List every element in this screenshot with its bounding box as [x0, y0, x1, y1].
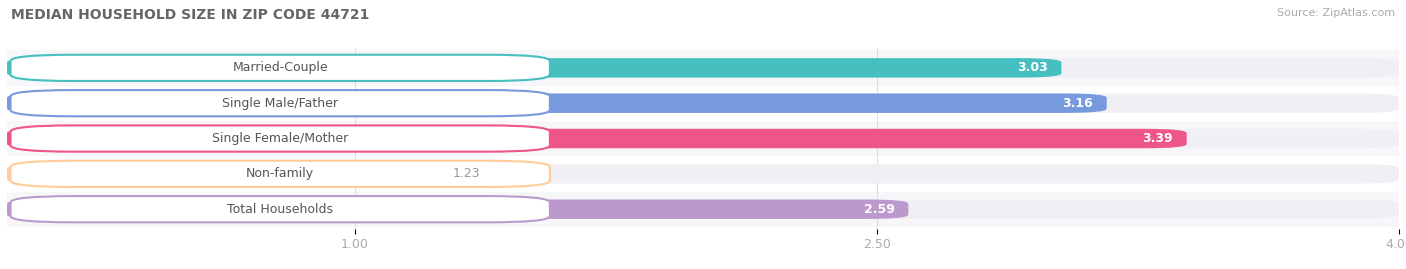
Text: 3.16: 3.16 [1062, 97, 1092, 110]
Text: Non-family: Non-family [246, 167, 315, 180]
Text: MEDIAN HOUSEHOLD SIZE IN ZIP CODE 44721: MEDIAN HOUSEHOLD SIZE IN ZIP CODE 44721 [11, 8, 370, 22]
FancyBboxPatch shape [7, 121, 1399, 156]
FancyBboxPatch shape [7, 58, 1399, 77]
FancyBboxPatch shape [7, 164, 1399, 183]
FancyBboxPatch shape [7, 200, 1399, 219]
FancyBboxPatch shape [7, 129, 1399, 148]
FancyBboxPatch shape [10, 55, 550, 81]
FancyBboxPatch shape [7, 94, 1399, 113]
Text: 3.39: 3.39 [1142, 132, 1173, 145]
FancyBboxPatch shape [10, 196, 550, 222]
FancyBboxPatch shape [7, 156, 1399, 192]
FancyBboxPatch shape [7, 86, 1399, 121]
Text: Total Households: Total Households [228, 203, 333, 216]
FancyBboxPatch shape [7, 94, 1107, 113]
Text: 3.03: 3.03 [1017, 61, 1047, 74]
FancyBboxPatch shape [7, 200, 908, 219]
Text: 1.23: 1.23 [453, 167, 479, 180]
FancyBboxPatch shape [7, 164, 434, 183]
Text: 2.59: 2.59 [863, 203, 894, 216]
FancyBboxPatch shape [10, 125, 550, 152]
Text: Single Female/Mother: Single Female/Mother [212, 132, 349, 145]
FancyBboxPatch shape [7, 58, 1062, 77]
Text: Single Male/Father: Single Male/Father [222, 97, 339, 110]
Text: Source: ZipAtlas.com: Source: ZipAtlas.com [1277, 8, 1395, 18]
FancyBboxPatch shape [7, 50, 1399, 86]
FancyBboxPatch shape [10, 161, 550, 187]
FancyBboxPatch shape [10, 90, 550, 116]
Text: Married-Couple: Married-Couple [232, 61, 328, 74]
FancyBboxPatch shape [7, 192, 1399, 227]
FancyBboxPatch shape [7, 129, 1187, 148]
